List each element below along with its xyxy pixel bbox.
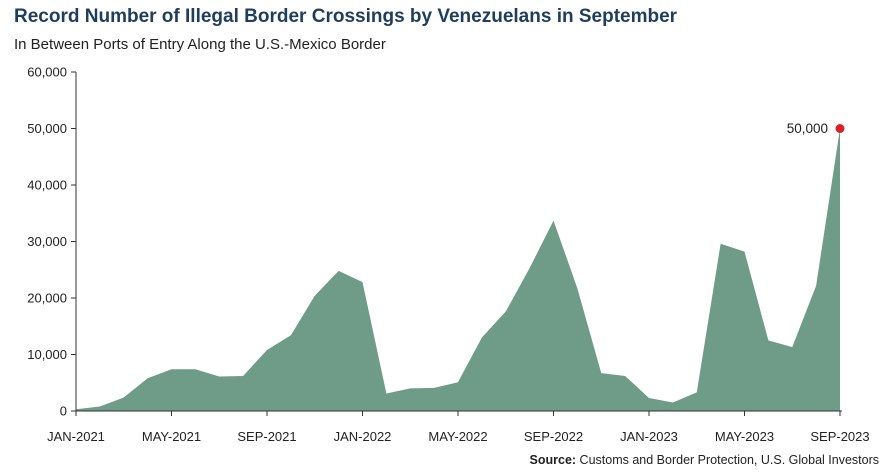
y-tick-label: 20,000 <box>27 291 67 306</box>
x-tick-label: MAY-2022 <box>428 429 487 444</box>
x-tick-label: SEP-2021 <box>237 429 296 444</box>
x-tick-label: MAY-2023 <box>715 429 774 444</box>
x-tick-label: JAN-2023 <box>620 429 678 444</box>
source-note: Source: Customs and Border Protection, U… <box>530 453 879 467</box>
y-tick-label: 0 <box>60 404 67 419</box>
y-tick-label: 60,000 <box>27 65 67 80</box>
peak-value-label: 50,000 <box>787 121 828 136</box>
x-tick-label: JAN-2021 <box>47 429 105 444</box>
y-tick-label: 30,000 <box>27 234 67 249</box>
chart-subtitle: In Between Ports of Entry Along the U.S.… <box>14 36 386 53</box>
peak-marker <box>835 124 845 133</box>
y-tick-label: 50,000 <box>27 121 67 136</box>
x-tick-label: MAY-2021 <box>142 429 201 444</box>
y-tick-label: 40,000 <box>27 178 67 193</box>
source-label: Source: <box>529 453 577 467</box>
x-tick-label: SEP-2023 <box>810 429 869 444</box>
source-text: Customs and Border Protection, U.S. Glob… <box>579 453 879 467</box>
chart-title: Record Number of Illegal Border Crossing… <box>14 6 678 27</box>
y-tick-label: 10,000 <box>27 347 67 362</box>
x-tick-label: SEP-2022 <box>524 429 583 444</box>
x-tick-label: JAN-2022 <box>334 429 392 444</box>
area-series <box>76 128 840 411</box>
